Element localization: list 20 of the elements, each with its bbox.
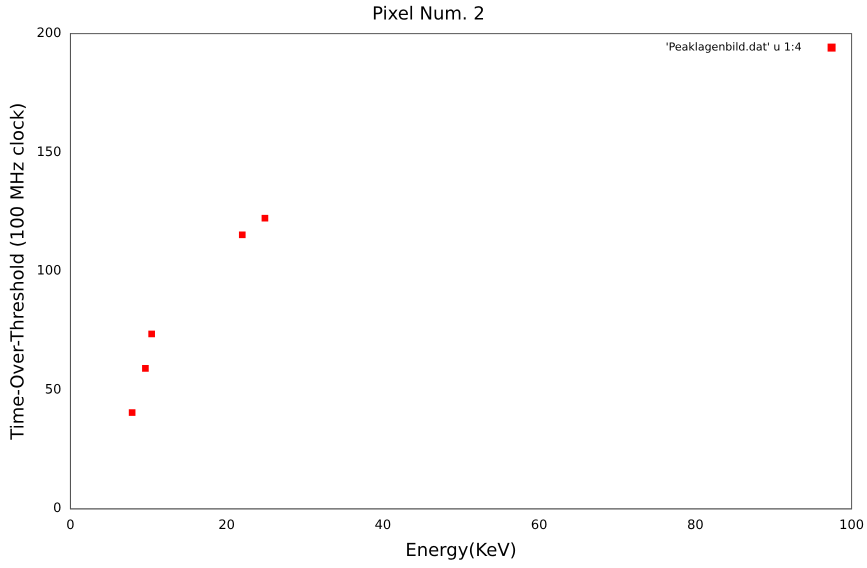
point xyxy=(262,214,268,222)
y-tick-label: 100 xyxy=(36,264,62,279)
x-axis-title: Energy(KeV) xyxy=(405,540,517,561)
y-tick-label: 150 xyxy=(36,144,62,160)
x-tick-label: 40 xyxy=(374,518,392,533)
legend-label: 'Peaklagenbild.dat' u 1:4 xyxy=(666,40,802,54)
point xyxy=(142,365,149,372)
x-tick-label: 0 xyxy=(66,518,75,533)
y-axis-title: Time-Over-Threshold (100 MHz clock) xyxy=(7,102,28,441)
y-tick-label: 0 xyxy=(53,501,62,516)
y-tick-label: 200 xyxy=(36,26,62,41)
chart-title: Pixel Num. 2 xyxy=(372,3,485,24)
point xyxy=(238,232,246,238)
x-tick-label: 80 xyxy=(687,518,704,533)
y-tick-label: 50 xyxy=(44,382,62,398)
x-tick-label: 20 xyxy=(218,518,235,533)
x-tick-label: 100 xyxy=(839,518,864,533)
point xyxy=(128,409,136,416)
x-tick-label: 60 xyxy=(530,518,548,533)
point xyxy=(148,330,155,338)
